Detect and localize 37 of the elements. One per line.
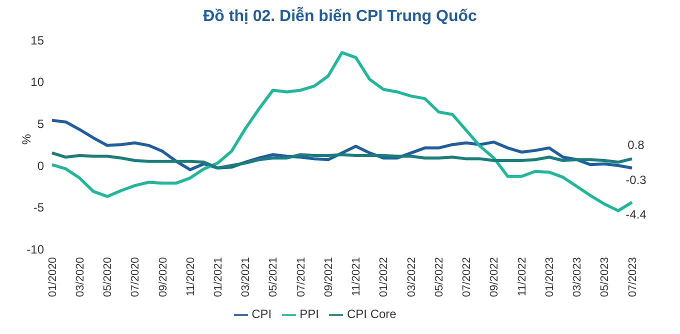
x-tick-label: 07/2022 (461, 257, 474, 297)
chart-title: Đồ thị 02. Diễn biến CPI Trung Quốc (202, 8, 478, 27)
data-label: -4.4 (626, 207, 647, 222)
x-tick-label: 11/2021 (350, 257, 363, 296)
x-tick-label: 03/2021 (240, 257, 252, 297)
y-tick-label: -5 (33, 200, 44, 215)
x-tick-label: 09/2022 (488, 257, 501, 297)
y-tick-label: 0 (37, 158, 44, 173)
x-tick-label: 07/2023 (626, 257, 639, 297)
x-tick-label: 05/2023 (599, 257, 612, 297)
x-tick-label: 01/2021 (212, 257, 225, 297)
data-label: -0.3 (626, 173, 647, 188)
legend-label: CPI (252, 307, 272, 322)
x-tick-label: 11/2022 (516, 257, 528, 296)
x-tick-label: 03/2022 (406, 257, 418, 297)
legend-label: PPI (300, 307, 319, 322)
x-tick-label: 01/2020 (46, 257, 59, 297)
line-series (50, 151, 634, 170)
y-tick-label: 10 (30, 75, 44, 90)
x-tick-label: 05/2020 (102, 257, 114, 297)
y-tick-label: 5 (37, 116, 44, 131)
x-tick-label: 07/2021 (295, 257, 308, 297)
data-label: 0.8 (628, 138, 645, 152)
x-tick-label: 09/2020 (157, 257, 170, 297)
y-axis-title: % (19, 134, 34, 145)
x-tick-label: 07/2020 (130, 257, 142, 297)
x-tick-label: 09/2021 (323, 257, 335, 297)
x-tick-label: 01/2023 (544, 257, 556, 297)
x-tick-label: 03/2020 (74, 257, 86, 297)
x-tick-label: 05/2022 (433, 257, 446, 297)
y-tick-label: 15 (30, 33, 44, 48)
x-tick-label: 03/2023 (572, 257, 584, 297)
x-tick-label: 01/2022 (378, 257, 390, 297)
legend-label: CPI Core (347, 307, 396, 322)
x-tick-label: 11/2020 (184, 257, 197, 296)
x-tick-label: 05/2021 (268, 257, 280, 297)
y-tick-label: -10 (26, 242, 44, 256)
